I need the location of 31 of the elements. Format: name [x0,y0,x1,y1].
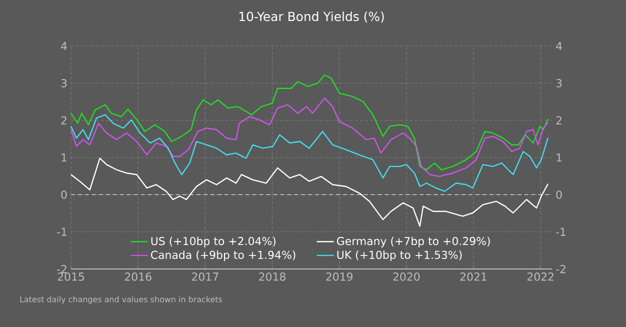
legend-label: UK (+10bp to +1.53%) [337,250,462,262]
line-series [70,74,549,170]
x-tick-label: 2020 [393,272,420,281]
y-tick-label: 1 [62,154,66,162]
x-tick-label: 2018 [259,272,286,281]
x-tick-label: 2019 [326,272,353,281]
y2-tick-label: 2 [556,116,562,124]
line-series [70,158,549,227]
chart-title: 10-Year Bond Yields (%) [240,12,384,23]
y2-tick-label: 3 [556,79,562,88]
legend-label: Germany (+7bp to +0.29%) [336,236,490,248]
x-tick-label: 2021 [460,272,486,281]
y2-tick-label: 1 [556,154,562,162]
y2-tick-label: 0 [556,190,562,199]
y-tick-label: -1 [57,228,66,236]
y-tick-label: 3 [61,79,67,88]
y2-tick-label: -1 [556,228,566,236]
line-series [70,114,549,192]
line-series [70,97,549,178]
x-tick-label: 2017 [192,272,218,281]
legend-label: Canada (+9bp to +1.94%) [151,250,296,262]
y-tick-label: -2 [57,264,66,274]
x-tick-label: 2015 [58,272,84,281]
legend-label: US (+10bp to +2.04%) [151,236,276,248]
x-tick-label: 2022 [527,272,554,281]
y2-tick-label: 4 [556,42,562,50]
y2-tick-label: -2 [556,264,566,274]
y-tick-label: 2 [61,116,66,124]
x-tick-label: 2016 [124,272,152,281]
y-tick-label: 4 [61,42,67,50]
y-tick-label: 0 [61,190,67,199]
